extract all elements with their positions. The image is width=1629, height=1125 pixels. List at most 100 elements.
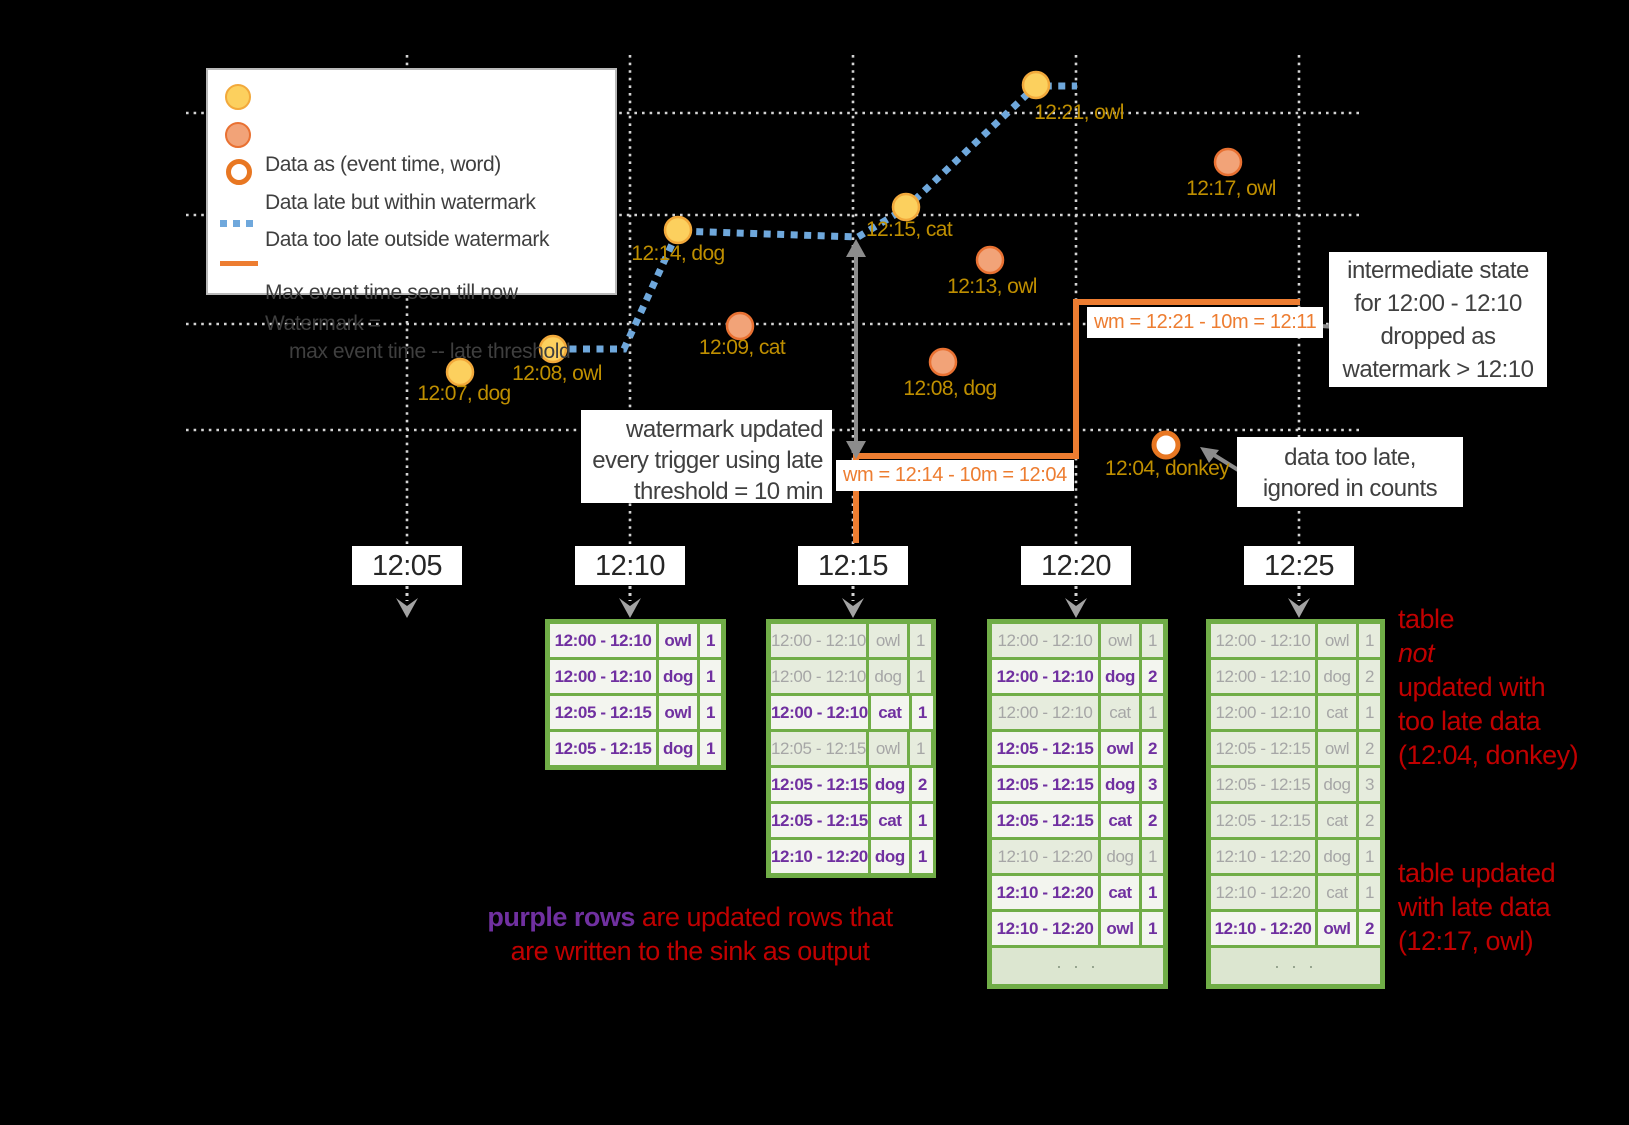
table-row: 12:10 - 12:20 dog 1 xyxy=(992,840,1163,873)
table-cell-range: 12:00 - 12:10 xyxy=(550,660,656,693)
legend-label: Data as (event time, word) xyxy=(265,153,501,176)
table-cell-count: 1 xyxy=(1359,624,1380,657)
table-row: 12:05 - 12:15 owl 1 xyxy=(771,732,931,765)
callout-line: ignored in counts xyxy=(1262,475,1438,502)
callout-line: data too late, xyxy=(1284,444,1416,471)
callout-line: watermark > 12:10 xyxy=(1342,356,1534,383)
table-cell-word: cat xyxy=(870,696,909,729)
data-point-label: 12:14, dog xyxy=(631,242,725,265)
legend-label: Watermark = xyxy=(265,312,381,335)
trigger-arrow-icon xyxy=(619,598,641,618)
data-point-late xyxy=(975,245,1005,275)
arrow-down-icon xyxy=(846,441,866,459)
callout-line: intermediate state xyxy=(1347,257,1529,284)
table-cell-word: dog xyxy=(659,732,697,765)
table-row: 12:05 - 12:15 owl 1 xyxy=(550,696,721,729)
table-cell-word: dog xyxy=(869,660,907,693)
table-cell-word: cat xyxy=(1101,804,1139,837)
table-cell-word: cat xyxy=(1101,696,1139,729)
table-cell-range: 12:10 - 12:20 xyxy=(771,840,868,873)
salmon-dot-icon xyxy=(225,122,251,148)
table-cell-range: 12:05 - 12:15 xyxy=(550,732,656,765)
table-row: 12:05 - 12:15 owl 2 xyxy=(1211,732,1380,765)
table-row: 12:10 - 12:20 cat 1 xyxy=(1211,876,1380,909)
table-cell-word: owl xyxy=(1101,624,1139,657)
table-cell-range: 12:05 - 12:15 xyxy=(771,804,868,837)
table-cell-count: 2 xyxy=(1142,732,1163,765)
trigger-arrow-icon xyxy=(1065,598,1087,618)
table-cell-count: 1 xyxy=(1142,696,1163,729)
table-cell-range: 12:05 - 12:15 xyxy=(992,732,1098,765)
note-table-not-updated: table not updated with too late data (12… xyxy=(1398,602,1579,772)
result-table-12:25: 12:00 - 12:10 owl 1 12:00 - 12:10 dog 2 12:00 … xyxy=(1206,619,1385,989)
callout-line: for 12:00 - 12:10 xyxy=(1354,290,1522,317)
table-row: 12:10 - 12:20 cat 1 xyxy=(992,876,1163,909)
result-table-12:15: 12:00 - 12:10 owl 1 12:00 - 12:10 dog 1 12:00 … xyxy=(766,619,936,878)
table-cell-range: 12:00 - 12:10 xyxy=(771,660,866,693)
note-line: are written to the sink as output xyxy=(510,936,870,966)
table-row: 12:05 - 12:15 dog 3 xyxy=(992,768,1163,801)
table-cell-word: owl xyxy=(659,624,697,657)
data-point-late xyxy=(1213,147,1243,177)
note-line: too late data xyxy=(1398,706,1541,736)
data-point-label: 12:08, owl xyxy=(512,362,602,385)
legend-label: Max event time seen till now xyxy=(265,281,518,304)
open-dot-icon xyxy=(226,159,252,185)
table-cell-range: 12:10 - 12:20 xyxy=(1211,840,1315,873)
axis-tick-label: 12:25 xyxy=(1244,546,1354,585)
note-line: table xyxy=(1398,604,1455,634)
table-cell-count: 1 xyxy=(700,732,721,765)
data-point-on-time xyxy=(891,192,921,222)
trigger-arrow-icon xyxy=(396,598,418,618)
table-cell-range: 12:00 - 12:10 xyxy=(1211,696,1315,729)
table-cell-word: dog xyxy=(1101,840,1139,873)
data-point-label: 12:17, owl xyxy=(1186,177,1276,200)
data-point-label: 12:15, cat xyxy=(865,218,953,241)
note-line: (12:17, owl) xyxy=(1398,926,1534,956)
table-cell-range: 12:00 - 12:10 xyxy=(1211,660,1315,693)
table-ellipsis-row: · · · xyxy=(1211,948,1380,984)
table-row: 12:00 - 12:10 cat 1 xyxy=(771,696,933,729)
table-row: 12:05 - 12:15 owl 2 xyxy=(992,732,1163,765)
callout-line: threshold = 10 min xyxy=(633,478,824,505)
data-point-label: 12:07, dog xyxy=(417,382,511,405)
table-cell-range: 12:05 - 12:15 xyxy=(771,768,868,801)
table-ellipsis-row: · · · xyxy=(992,948,1163,984)
table-cell-count: 1 xyxy=(910,660,931,693)
table-cell-range: 12:10 - 12:20 xyxy=(1211,912,1315,945)
data-point-label: 12:08, dog xyxy=(903,377,997,400)
table-cell-range: 12:00 - 12:10 xyxy=(771,696,868,729)
table-cell-word: owl xyxy=(1318,732,1356,765)
table-cell-word: cat xyxy=(1318,876,1356,909)
table-cell-word: owl xyxy=(1101,912,1139,945)
table-row: 12:00 - 12:10 owl 1 xyxy=(550,624,721,657)
table-cell-word: cat xyxy=(870,804,909,837)
callout-line: every trigger using late xyxy=(592,447,823,474)
note-line: are updated rows that xyxy=(634,902,893,932)
table-cell-count: 1 xyxy=(1359,696,1380,729)
table-row: 12:05 - 12:15 dog 1 xyxy=(550,732,721,765)
max-event-time-line xyxy=(556,82,1077,353)
watermark-value-label: wm = 12:14 - 10m = 12:04 xyxy=(836,460,1074,491)
table-cell-count: 3 xyxy=(1142,768,1163,801)
table-cell-word: dog xyxy=(1101,768,1139,801)
table-row: 12:05 - 12:15 cat 2 xyxy=(992,804,1163,837)
table-cell-range: 12:10 - 12:20 xyxy=(1211,876,1315,909)
note-line: updated with xyxy=(1398,672,1546,702)
watermark-value-label: wm = 12:21 - 10m = 12:11 xyxy=(1087,307,1324,338)
table-cell-count: 1 xyxy=(911,696,933,729)
table-cell-count: 2 xyxy=(1359,660,1380,693)
arrow-up-icon xyxy=(846,239,866,257)
trigger-arrow-icon xyxy=(842,598,864,618)
table-row: 12:10 - 12:20 owl 2 xyxy=(1211,912,1380,945)
data-point-on-time xyxy=(538,334,568,364)
data-point-on-time xyxy=(1021,70,1051,100)
table-row: 12:10 - 12:20 owl 1 xyxy=(992,912,1163,945)
table-cell-count: 2 xyxy=(1359,804,1380,837)
table-row: 12:05 - 12:15 dog 2 xyxy=(771,768,933,801)
note-purple-highlight: purple rows xyxy=(487,902,635,932)
table-row: 12:00 - 12:10 cat 1 xyxy=(1211,696,1380,729)
table-cell-count: 1 xyxy=(1142,840,1163,873)
table-cell-word: cat xyxy=(1101,876,1139,909)
table-cell-range: 12:05 - 12:15 xyxy=(550,696,656,729)
